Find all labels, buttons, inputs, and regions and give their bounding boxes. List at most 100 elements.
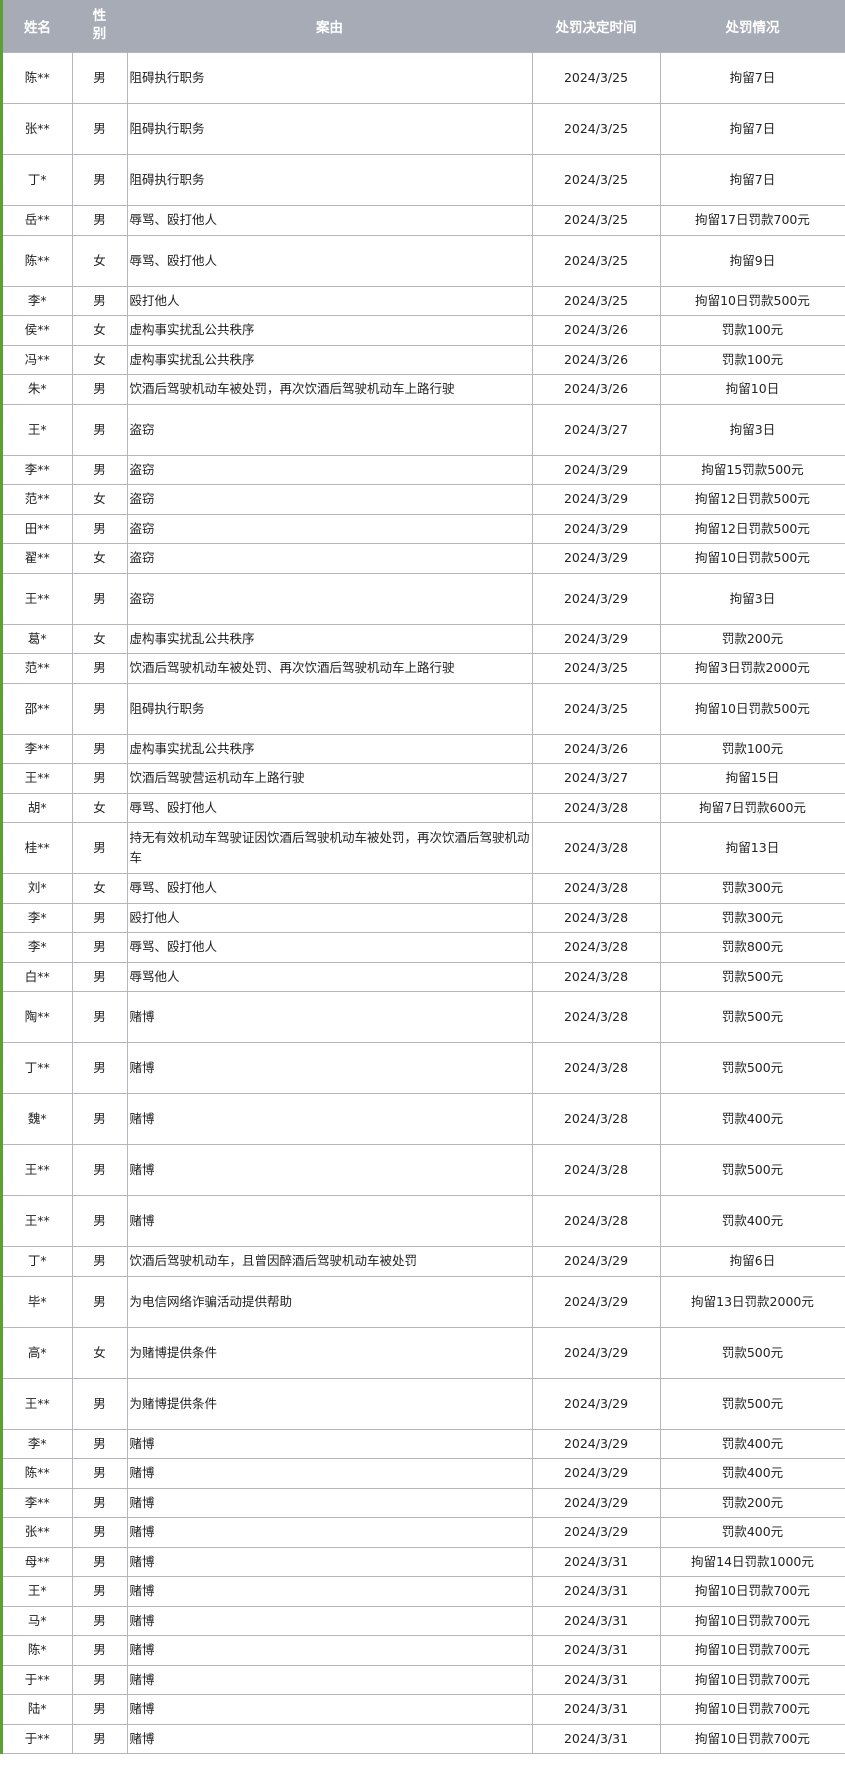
cell-penalty: 罚款200元: [659, 1487, 845, 1518]
cell-reason: 赌博: [126, 991, 533, 1043]
table-row: 王** 男赌博 2024/3/28 罚款500元: [3, 1144, 845, 1196]
cell-gender: 男: [71, 1377, 128, 1430]
cell-name: 刘*: [3, 873, 73, 904]
cell-date: 2024/3/29: [531, 1377, 661, 1430]
table-row: 陈** 男赌博 2024/3/29 罚款400元: [3, 1458, 845, 1489]
cell-penalty: 拘留3日罚款2000元: [659, 653, 845, 684]
cell-gender: 男: [71, 1694, 128, 1725]
cell-reason: 饮酒后驾驶机动车被处罚，再次饮酒后驾驶机动车上路行驶: [126, 374, 533, 405]
cell-date: 2024/3/28: [531, 792, 661, 823]
table-row: 李** 男盗窃 2024/3/29 拘留15罚款500元: [3, 454, 845, 485]
table-row: 胡* 女辱骂、殴打他人 2024/3/28 拘留7日罚款600元: [3, 792, 845, 823]
cell-penalty: 拘留3日: [659, 403, 845, 456]
cell-penalty: 拘留10日: [659, 374, 845, 405]
table-row: 于** 男赌博 2024/3/31 拘留10日罚款700元: [3, 1723, 845, 1754]
header-date: 处罚决定时间: [532, 0, 660, 53]
cell-gender: 女: [71, 1326, 128, 1379]
cell-date: 2024/3/26: [531, 733, 661, 764]
cell-date: 2024/3/25: [531, 682, 661, 735]
cell-date: 2024/3/28: [531, 932, 661, 963]
table-row: 范** 男饮酒后驾驶机动车被处罚、再次饮酒后驾驶机动车上路行驶 2024/3/25 拘…: [3, 653, 845, 684]
cell-gender: 男: [71, 1517, 128, 1548]
cell-penalty: 罚款400元: [659, 1093, 845, 1145]
cell-gender: 男: [71, 961, 128, 992]
table-row: 张** 男赌博 2024/3/29 罚款400元: [3, 1517, 845, 1548]
cell-name: 侯**: [3, 315, 73, 346]
cell-name: 葛*: [3, 623, 73, 654]
cell-reason: 虚构事实扰乱公共秩序: [126, 344, 533, 375]
cell-gender: 男: [71, 1487, 128, 1518]
cell-name: 陈**: [3, 1458, 73, 1489]
cell-name: 王**: [3, 763, 73, 794]
cell-reason: 阻碍执行职务: [126, 154, 533, 206]
table-row: 冯** 女虚构事实扰乱公共秩序 2024/3/26 罚款100元: [3, 344, 845, 375]
cell-reason: 饮酒后驾驶机动车被处罚、再次饮酒后驾驶机动车上路行驶: [126, 653, 533, 684]
table-row: 白** 男辱骂他人 2024/3/28 罚款500元: [3, 961, 845, 992]
cell-reason: 赌博: [126, 1546, 533, 1577]
cell-gender: 男: [71, 374, 128, 405]
header-penalty: 处罚情况: [660, 0, 845, 53]
cell-reason: 赌博: [126, 1605, 533, 1636]
cell-name: 岳**: [3, 205, 73, 236]
cell-name: 桂**: [3, 822, 73, 874]
cell-reason: 赌博: [126, 1517, 533, 1548]
cell-name: 魏*: [3, 1093, 73, 1145]
cell-penalty: 罚款400元: [659, 1517, 845, 1548]
cell-penalty: 拘留10日罚款700元: [659, 1694, 845, 1725]
cell-gender: 女: [71, 792, 128, 823]
table-row: 翟** 女盗窃 2024/3/29 拘留10日罚款500元: [3, 543, 845, 574]
cell-gender: 男: [71, 103, 128, 155]
cell-gender: 女: [71, 484, 128, 515]
table-row: 李* 男殴打他人 2024/3/25 拘留10日罚款500元: [3, 285, 845, 316]
cell-name: 朱*: [3, 374, 73, 405]
cell-date: 2024/3/28: [531, 902, 661, 933]
cell-gender: 男: [71, 513, 128, 544]
cell-gender: 男: [71, 1428, 128, 1459]
table-row: 李* 男辱骂、殴打他人 2024/3/28 罚款800元: [3, 932, 845, 963]
cell-reason: 饮酒后驾驶机动车，且曾因醉酒后驾驶机动车被处罚: [126, 1246, 533, 1277]
cell-name: 陈**: [3, 234, 73, 287]
cell-name: 李**: [3, 733, 73, 764]
cell-gender: 男: [71, 572, 128, 625]
cell-reason: 虚构事实扰乱公共秩序: [126, 623, 533, 654]
cell-penalty: 罚款500元: [659, 1042, 845, 1094]
cell-gender: 男: [71, 1546, 128, 1577]
cell-gender: 男: [71, 653, 128, 684]
cell-penalty: 拘留17日罚款700元: [659, 205, 845, 236]
cell-name: 冯**: [3, 344, 73, 375]
cell-reason: 持无有效机动车驾驶证因饮酒后驾驶机动车被处罚，再次饮酒后驾驶机动车: [126, 822, 533, 874]
header-gender: 性别: [72, 0, 127, 53]
cell-name: 于**: [3, 1723, 73, 1754]
cell-reason: 虚构事实扰乱公共秩序: [126, 733, 533, 764]
cell-date: 2024/3/31: [531, 1723, 661, 1754]
table-row: 丁* 男饮酒后驾驶机动车，且曾因醉酒后驾驶机动车被处罚 2024/3/29 拘留6日: [3, 1246, 845, 1277]
cell-date: 2024/3/29: [531, 1326, 661, 1379]
cell-date: 2024/3/28: [531, 1144, 661, 1196]
cell-name: 张**: [3, 103, 73, 155]
cell-date: 2024/3/29: [531, 1487, 661, 1518]
cell-gender: 男: [71, 1042, 128, 1094]
cell-date: 2024/3/27: [531, 763, 661, 794]
table-row: 李* 男赌博 2024/3/29 罚款400元: [3, 1428, 845, 1459]
cell-date: 2024/3/25: [531, 154, 661, 206]
cell-name: 高*: [3, 1326, 73, 1379]
cell-gender: 男: [71, 902, 128, 933]
cell-penalty: 拘留10日罚款700元: [659, 1605, 845, 1636]
cell-reason: 赌博: [126, 1635, 533, 1666]
cell-reason: 盗窃: [126, 543, 533, 574]
table-row: 丁* 男阻碍执行职务 2024/3/25 拘留7日: [3, 154, 845, 206]
cell-date: 2024/3/29: [531, 1246, 661, 1277]
cell-date: 2024/3/26: [531, 374, 661, 405]
cell-gender: 男: [71, 763, 128, 794]
table-row: 王** 男赌博 2024/3/28 罚款400元: [3, 1195, 845, 1247]
cell-penalty: 拘留10日罚款700元: [659, 1635, 845, 1666]
cell-reason: 殴打他人: [126, 902, 533, 933]
cell-penalty: 拘留15日: [659, 763, 845, 794]
table-row: 岳** 男辱骂、殴打他人 2024/3/25 拘留17日罚款700元: [3, 205, 845, 236]
cell-penalty: 拘留7日罚款600元: [659, 792, 845, 823]
cell-date: 2024/3/29: [531, 1275, 661, 1328]
table-row: 李** 男赌博 2024/3/29 罚款200元: [3, 1487, 845, 1518]
cell-gender: 男: [71, 682, 128, 735]
cell-penalty: 罚款100元: [659, 315, 845, 346]
cell-reason: 辱骂、殴打他人: [126, 932, 533, 963]
